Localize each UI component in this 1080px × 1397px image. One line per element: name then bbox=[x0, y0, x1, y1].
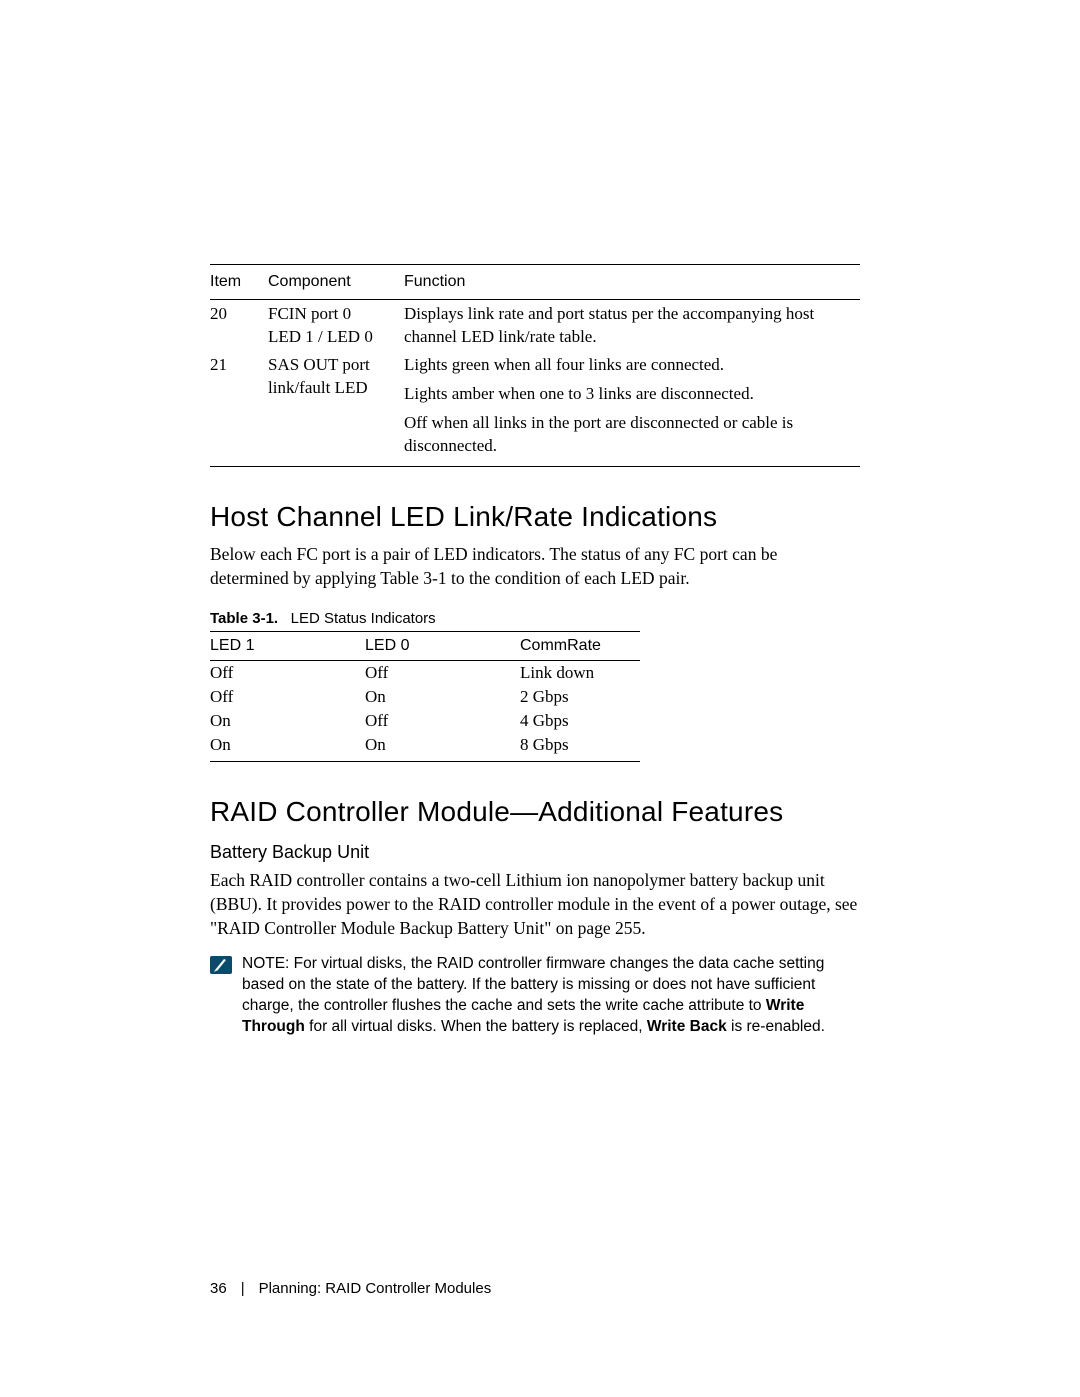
table-row: LED 1 LED 0 CommRate bbox=[210, 632, 640, 661]
cell-component: SAS OUT port link/fault LED bbox=[268, 351, 404, 466]
component-line: LED 1 / LED 0 bbox=[268, 326, 398, 349]
cell-led1: Off bbox=[210, 661, 365, 686]
function-line: Off when all links in the port are disco… bbox=[404, 412, 854, 458]
col-header-function: Function bbox=[404, 265, 860, 300]
cell-led0: On bbox=[365, 733, 520, 762]
cell-rate: Link down bbox=[520, 661, 640, 686]
footer-divider: | bbox=[241, 1280, 245, 1297]
table-caption: Table 3-1. LED Status Indicators bbox=[210, 610, 860, 627]
cell-item: 20 bbox=[210, 299, 268, 351]
table-row: On On 8 Gbps bbox=[210, 733, 640, 762]
component-line: SAS OUT port bbox=[268, 354, 398, 377]
component-line: FCIN port 0 bbox=[268, 303, 398, 326]
note-block: NOTE: For virtual disks, the RAID contro… bbox=[210, 954, 860, 1038]
col-header-led0: LED 0 bbox=[365, 632, 520, 661]
note-icon bbox=[210, 956, 232, 974]
document-page: Item Component Function 20 FCIN port 0 L… bbox=[0, 0, 1080, 1397]
cell-function: Displays link rate and port status per t… bbox=[404, 299, 860, 351]
cell-led0: Off bbox=[365, 709, 520, 733]
cell-led0: On bbox=[365, 685, 520, 709]
col-header-item: Item bbox=[210, 265, 268, 300]
section-heading-raid-additional: RAID Controller Module—Additional Featur… bbox=[210, 796, 860, 828]
body-paragraph: Each RAID controller contains a two-cell… bbox=[210, 869, 860, 940]
table-row: Item Component Function bbox=[210, 265, 860, 300]
cell-led0: Off bbox=[365, 661, 520, 686]
note-text: NOTE: For virtual disks, the RAID contro… bbox=[242, 954, 860, 1038]
cell-function: Lights green when all four links are con… bbox=[404, 351, 860, 466]
note-bold: Write Back bbox=[647, 1018, 727, 1035]
cell-led1: Off bbox=[210, 685, 365, 709]
table-row: Off On 2 Gbps bbox=[210, 685, 640, 709]
table-caption-text: LED Status Indicators bbox=[291, 610, 436, 627]
col-header-component: Component bbox=[268, 265, 404, 300]
cell-rate: 2 Gbps bbox=[520, 685, 640, 709]
component-line: link/fault LED bbox=[268, 377, 398, 400]
table-row: Off Off Link down bbox=[210, 661, 640, 686]
cell-component: FCIN port 0 LED 1 / LED 0 bbox=[268, 299, 404, 351]
cell-led1: On bbox=[210, 733, 365, 762]
section-heading-host-channel: Host Channel LED Link/Rate Indications bbox=[210, 501, 860, 533]
led-status-table: LED 1 LED 0 CommRate Off Off Link down O… bbox=[210, 631, 640, 762]
function-line: Lights amber when one to 3 links are dis… bbox=[404, 383, 854, 406]
table-row: 20 FCIN port 0 LED 1 / LED 0 Displays li… bbox=[210, 299, 860, 351]
subheading-battery-backup: Battery Backup Unit bbox=[210, 842, 860, 863]
body-paragraph: Below each FC port is a pair of LED indi… bbox=[210, 543, 860, 590]
col-header-led1: LED 1 bbox=[210, 632, 365, 661]
function-line: Lights green when all four links are con… bbox=[404, 354, 854, 377]
page-number: 36 bbox=[210, 1280, 227, 1297]
note-span: for all virtual disks. When the battery … bbox=[305, 1018, 647, 1035]
note-span: is re-enabled. bbox=[727, 1018, 825, 1035]
component-function-table: Item Component Function 20 FCIN port 0 L… bbox=[210, 264, 860, 467]
cell-rate: 8 Gbps bbox=[520, 733, 640, 762]
table-row: 21 SAS OUT port link/fault LED Lights gr… bbox=[210, 351, 860, 466]
cell-rate: 4 Gbps bbox=[520, 709, 640, 733]
note-span: For virtual disks, the RAID controller f… bbox=[242, 955, 824, 1014]
page-footer: 36 | Planning: RAID Controller Modules bbox=[210, 1280, 491, 1297]
table-row: On Off 4 Gbps bbox=[210, 709, 640, 733]
footer-section: Planning: RAID Controller Modules bbox=[259, 1280, 492, 1297]
table-caption-label: Table 3-1. bbox=[210, 610, 278, 627]
function-line: Displays link rate and port status per t… bbox=[404, 303, 854, 349]
col-header-rate: CommRate bbox=[520, 632, 640, 661]
note-lead: NOTE: bbox=[242, 955, 289, 972]
cell-led1: On bbox=[210, 709, 365, 733]
cell-item: 21 bbox=[210, 351, 268, 466]
